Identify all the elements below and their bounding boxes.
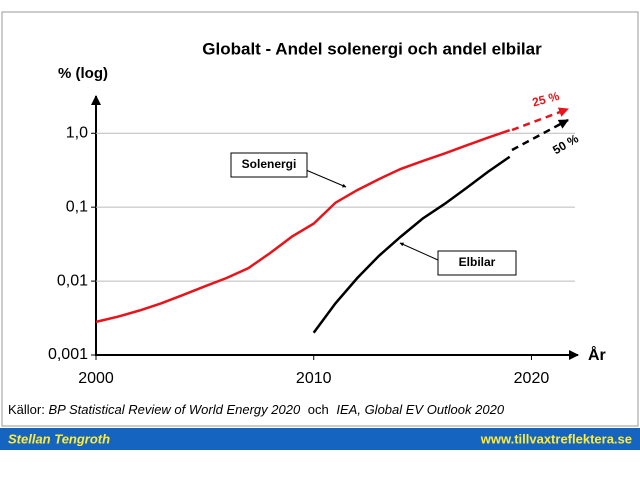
y-tick-label: 0,001 xyxy=(48,346,88,363)
y-tick-label: 0,01 xyxy=(57,272,88,289)
footer-site: www.tillvaxtreflektera.se xyxy=(480,431,632,446)
x-tick-label: 2000 xyxy=(78,370,114,387)
annotation: 25 % xyxy=(531,89,561,110)
footer-bar xyxy=(0,428,640,450)
x-tick-label: 2020 xyxy=(514,370,550,387)
y-tick-label: 0,1 xyxy=(66,198,88,215)
y-axis-label: % (log) xyxy=(58,65,108,82)
callout-box xyxy=(437,250,517,276)
projection-arrow xyxy=(511,107,569,132)
series-line xyxy=(312,155,511,334)
projection-arrow xyxy=(511,118,569,152)
x-tick-label: 2010 xyxy=(296,370,332,387)
series-line xyxy=(95,129,511,324)
legend-label: Elbilar xyxy=(459,255,496,269)
leader-line xyxy=(399,242,439,261)
legend-label: Solenergi xyxy=(242,157,297,171)
y-tick-label: 1,0 xyxy=(66,124,88,141)
x-axis-label: År xyxy=(588,345,606,364)
callout-box xyxy=(230,152,308,178)
source-text: Källor: BP Statistical Review of World E… xyxy=(8,402,505,417)
chart-title: Globalt - Andel solenergi och andel elbi… xyxy=(202,39,542,58)
footer-author: Stellan Tengroth xyxy=(8,431,110,446)
leader-line xyxy=(305,169,347,188)
